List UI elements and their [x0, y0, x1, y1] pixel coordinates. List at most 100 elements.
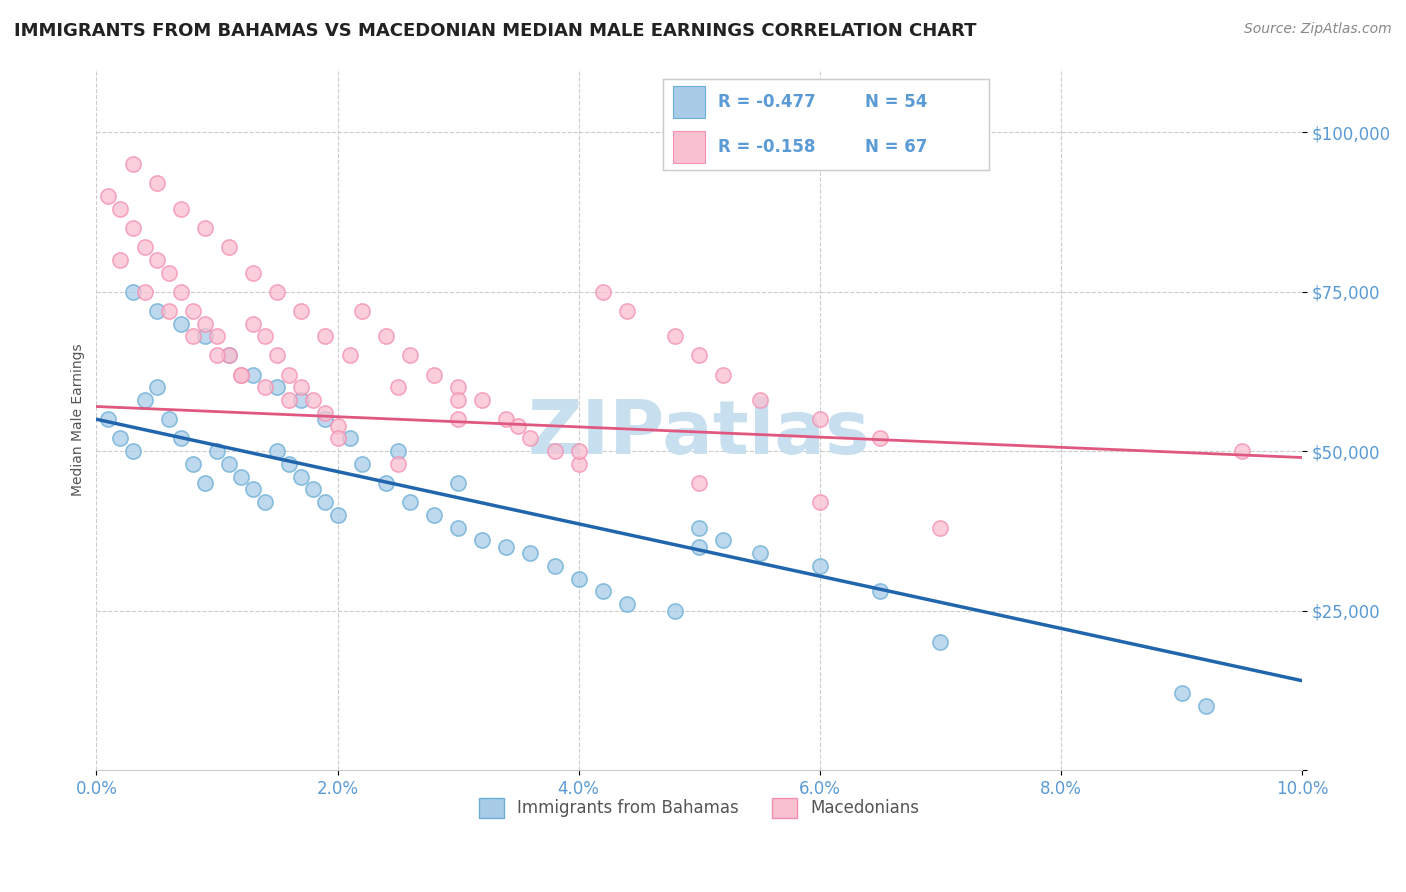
Point	[399, 495, 422, 509]
Point	[229, 368, 252, 382]
Point	[242, 483, 264, 497]
Point	[290, 380, 312, 394]
Point	[134, 393, 156, 408]
Point	[194, 221, 217, 235]
Point	[205, 349, 228, 363]
Point	[314, 412, 336, 426]
Point	[869, 584, 891, 599]
Point	[508, 418, 530, 433]
Point	[471, 533, 494, 548]
Point	[194, 317, 217, 331]
Point	[447, 380, 470, 394]
Point	[266, 285, 288, 299]
Point	[543, 558, 565, 573]
Point	[242, 317, 264, 331]
Point	[157, 266, 180, 280]
Point	[748, 546, 770, 560]
Point	[423, 508, 446, 522]
Point	[121, 444, 143, 458]
Point	[254, 380, 277, 394]
Point	[290, 393, 312, 408]
Point	[218, 349, 240, 363]
Point	[326, 418, 349, 433]
Point	[121, 221, 143, 235]
Point	[266, 349, 288, 363]
Point	[97, 412, 120, 426]
Point	[519, 431, 541, 445]
Point	[314, 495, 336, 509]
Point	[471, 393, 494, 408]
Point	[447, 521, 470, 535]
Point	[339, 349, 361, 363]
Point	[218, 457, 240, 471]
Point	[387, 444, 409, 458]
Point	[447, 412, 470, 426]
Point	[688, 540, 710, 554]
Point	[145, 303, 167, 318]
Point	[134, 285, 156, 299]
Point	[110, 202, 132, 216]
Point	[592, 285, 614, 299]
Point	[399, 349, 422, 363]
Point	[568, 444, 591, 458]
Point	[218, 240, 240, 254]
Point	[568, 457, 591, 471]
Point	[266, 444, 288, 458]
Point	[374, 476, 396, 491]
Point	[254, 495, 277, 509]
Point	[568, 572, 591, 586]
Point	[339, 431, 361, 445]
Point	[170, 202, 193, 216]
Point	[1195, 699, 1218, 714]
Point	[326, 431, 349, 445]
Point	[374, 329, 396, 343]
Point	[229, 368, 252, 382]
Point	[290, 303, 312, 318]
Point	[387, 380, 409, 394]
Point	[205, 329, 228, 343]
Point	[242, 266, 264, 280]
Point	[145, 177, 167, 191]
Point	[1230, 444, 1253, 458]
Point	[170, 317, 193, 331]
Point	[181, 303, 204, 318]
Legend: Immigrants from Bahamas, Macedonians: Immigrants from Bahamas, Macedonians	[472, 791, 927, 825]
Point	[519, 546, 541, 560]
Point	[121, 157, 143, 171]
Point	[711, 368, 734, 382]
Y-axis label: Median Male Earnings: Median Male Earnings	[72, 343, 86, 496]
Point	[423, 368, 446, 382]
Point	[254, 329, 277, 343]
Point	[229, 469, 252, 483]
Point	[350, 303, 373, 318]
Point	[145, 252, 167, 267]
Point	[121, 285, 143, 299]
Point	[688, 476, 710, 491]
Point	[157, 303, 180, 318]
Point	[157, 412, 180, 426]
Point	[314, 329, 336, 343]
Point	[1170, 686, 1192, 700]
Point	[97, 189, 120, 203]
Point	[170, 431, 193, 445]
Text: ZIPatlas: ZIPatlas	[527, 397, 870, 470]
Point	[290, 469, 312, 483]
Text: Source: ZipAtlas.com: Source: ZipAtlas.com	[1244, 22, 1392, 37]
Point	[616, 303, 638, 318]
Point	[688, 521, 710, 535]
Point	[326, 508, 349, 522]
Point	[194, 329, 217, 343]
Point	[302, 393, 325, 408]
Point	[929, 521, 952, 535]
Point	[194, 476, 217, 491]
Point	[266, 380, 288, 394]
Point	[808, 558, 831, 573]
Point	[929, 635, 952, 649]
Point	[495, 412, 517, 426]
Point	[242, 368, 264, 382]
Point	[808, 495, 831, 509]
Point	[170, 285, 193, 299]
Point	[181, 329, 204, 343]
Point	[205, 444, 228, 458]
Point	[592, 584, 614, 599]
